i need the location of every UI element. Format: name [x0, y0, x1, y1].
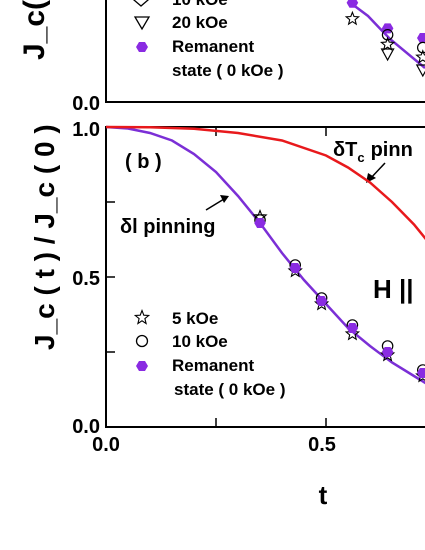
legend-a-triangle-marker	[133, 16, 151, 31]
a-point-s4-1	[417, 41, 425, 54]
panel-b: 1.0 0.5 0.0 0.0 0.5 t J_c ( t ) / J_c ( …	[29, 119, 425, 510]
dTc-sub: c	[357, 150, 364, 165]
curve-0	[105, 125, 425, 385]
dTc-pinning-label: δTc pinn	[333, 139, 413, 165]
a-point-s1-0	[380, 48, 395, 62]
panel-b-ytick-0.5: 0.5	[72, 268, 100, 290]
legend-a-label-0: 10 kOe	[172, 0, 228, 9]
legend-b-label-1: 10 kOe	[172, 332, 228, 351]
a-point-s1-1	[415, 64, 425, 78]
panel-b-ylabel: J_c ( t ) / J_c ( 0 )	[29, 124, 60, 350]
panel-a-dl-curve	[351, 3, 425, 69]
panel-b-ylabel-text: J_c ( t ) / J_c ( 0 )	[29, 124, 60, 350]
panel-a-ylabel-text: J_c(t	[18, 0, 51, 60]
legend-b-label-0: 5 kOe	[172, 309, 218, 328]
curve-1	[105, 125, 425, 240]
point-s0-3	[344, 325, 361, 341]
legend-b-circle-marker	[135, 334, 149, 348]
a-point-s3-1	[379, 36, 396, 51]
legend-b-label-3: state ( 0 kOe )	[174, 380, 286, 399]
panel-a: J_c(t 0.0 10 kOe 20 kOe Remanent state (…	[18, 0, 425, 115]
legend-a-label-1: 20 kOe	[172, 13, 228, 32]
point-s2-0	[254, 218, 266, 228]
a-point-s3-0	[344, 10, 361, 26]
legend-b-star-marker	[133, 308, 151, 325]
panel-b-label: ( b )	[125, 151, 162, 173]
legend-a-hexagon-marker	[136, 42, 148, 52]
panel-b-plot	[105, 125, 425, 385]
panel-a-ylabel: J_c(t	[18, 0, 51, 60]
point-s2-1	[289, 263, 301, 273]
legend-a-diamond-marker	[133, 0, 149, 7]
a-point-s2-0	[346, 0, 359, 8]
point-s2-3	[346, 323, 359, 333]
legend-b-hexagon-marker	[136, 361, 148, 371]
point-s2-4	[381, 347, 394, 357]
legend-a-label-3: state ( 0 kOe )	[172, 61, 284, 80]
dTc-main: δT	[333, 139, 357, 161]
dTc-tail: pinn	[371, 139, 413, 161]
a-point-s2-2	[417, 33, 425, 43]
panel-a-legend: 10 kOe 20 kOe Remanent state ( 0 kOe )	[133, 0, 284, 80]
field-annotation: H ||	[373, 274, 414, 304]
dl-arrowhead	[220, 195, 229, 203]
panel-b-ytick-0.0: 0.0	[72, 416, 100, 438]
panel-b-legend: 5 kOe 10 kOe Remanent state ( 0 kOe )	[133, 308, 286, 399]
legend-b-label-2: Remanent	[172, 356, 255, 375]
dl-pinning-label: δl pinning	[120, 216, 215, 238]
panel-b-xtick-0.5: 0.5	[308, 434, 336, 456]
point-s2-2	[315, 296, 328, 306]
a-point-s4-0	[381, 28, 394, 41]
legend-a-label-2: Remanent	[172, 37, 255, 56]
panel-a-frame	[105, 0, 425, 103]
point-s2-5	[417, 368, 425, 378]
panel-a-ytick-0: 0.0	[72, 93, 100, 115]
dl-arrow-line	[205, 198, 225, 211]
panel-a-plot	[344, 0, 425, 78]
a-point-s3-2	[415, 49, 425, 64]
panel-b-ytick-1.0: 1.0	[72, 119, 100, 141]
panel-b-xlabel: t	[319, 480, 328, 510]
panel-b-xtick-0.0: 0.0	[92, 434, 120, 456]
